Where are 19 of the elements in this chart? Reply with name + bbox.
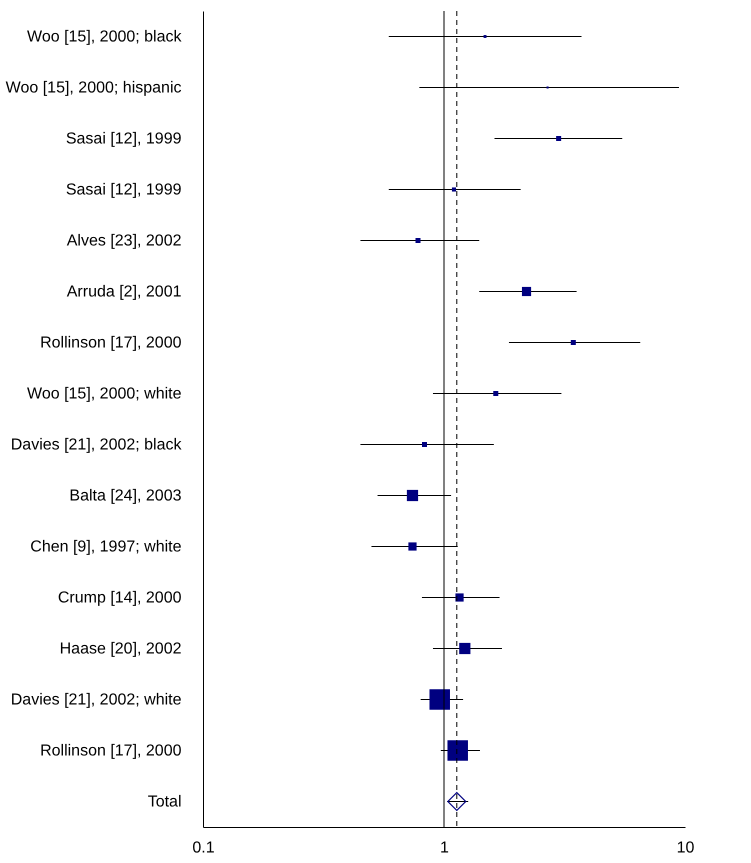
- x-tick-label: 1: [440, 840, 450, 856]
- x-tick-label: 10: [676, 840, 694, 856]
- y-tick-label: Crump [14], 2000: [58, 590, 182, 606]
- y-tick-label: Davies [21], 2002; black: [10, 436, 182, 454]
- x-tick-label: 0.1: [192, 840, 215, 856]
- y-tick-label: Arruda [2], 2001: [66, 284, 182, 300]
- y-tick-label: Davies [21], 2002; white: [10, 692, 182, 708]
- y-tick-label: Woo [15], 2000; black: [27, 28, 182, 46]
- y-tick-label: Woo [15], 2000; hispanic: [6, 80, 182, 96]
- y-tick-label: Alves [23], 2002: [66, 232, 182, 250]
- y-tick-label: Woo [15], 2000; white: [27, 386, 182, 402]
- y-tick-label: Balta [24], 2003: [69, 488, 182, 504]
- y-tick-label: Sasai [12], 1999: [66, 130, 182, 148]
- y-tick-label: Rollinson [17], 2000: [40, 334, 182, 352]
- y-tick-label: Haase [20], 2002: [60, 640, 182, 658]
- y-tick-label: Chen [9], 1997; white: [30, 538, 182, 556]
- y-tick-label: Total: [148, 794, 182, 810]
- y-tick-label: Rollinson [17], 2000: [40, 742, 182, 760]
- y-tick-label: Sasai [12], 1999: [66, 182, 182, 198]
